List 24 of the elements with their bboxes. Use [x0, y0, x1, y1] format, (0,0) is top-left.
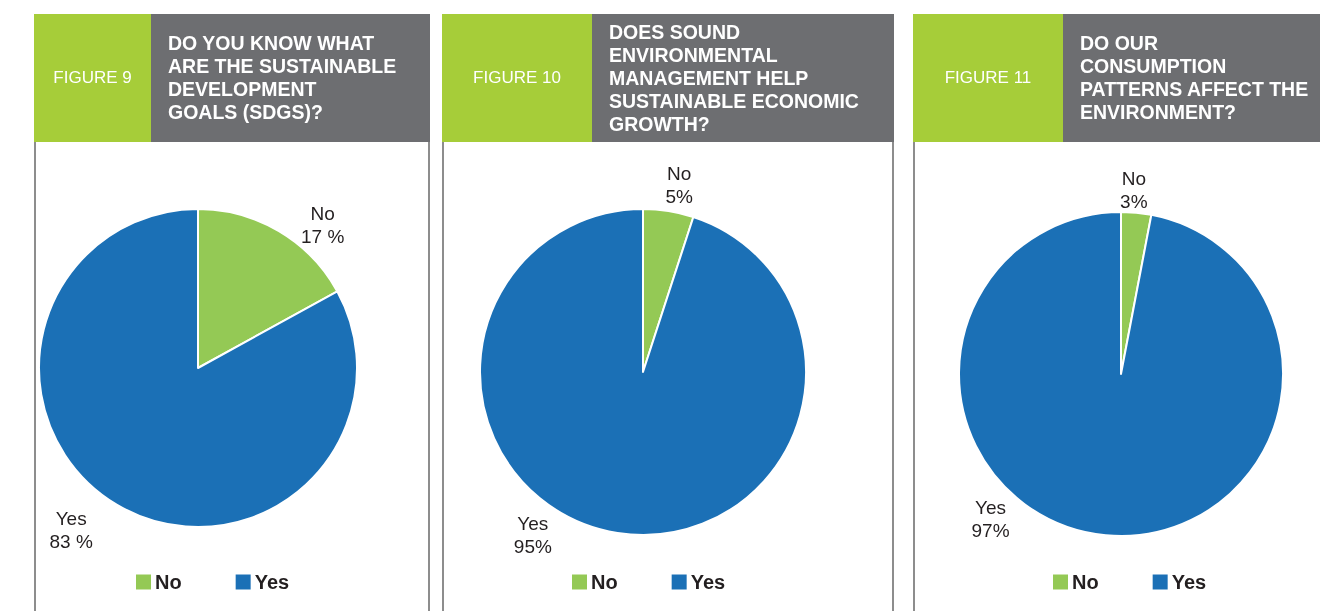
legend-label: No [155, 571, 182, 593]
slice-label: No [667, 163, 692, 185]
data-label: 3% [1120, 191, 1148, 213]
data-label: 17 % [300, 225, 345, 247]
chart-subtitle: FIGURE 9 [34, 14, 151, 142]
data-label: 95% [513, 536, 552, 558]
chart-title: DOES SOUND ENVIRONMENTAL MANAGEMENT HELP SUSTAINABLE ECONOMIC GROWTH? [609, 20, 859, 136]
slice-label: No [1121, 168, 1146, 190]
slice-label: Yes [975, 496, 1007, 518]
slice-label: No [310, 202, 335, 224]
slice-label: Yes [55, 508, 87, 530]
legend-label: Yes [1171, 571, 1207, 593]
data-label: 83 % [49, 531, 93, 553]
slice-label: Yes [517, 513, 549, 535]
chart-subtitle: FIGURE 10 [442, 14, 592, 142]
legend-label: No [1072, 571, 1099, 593]
legend-label: Yes [690, 571, 726, 593]
data-label: 5% [665, 186, 694, 208]
data-label: 97% [971, 519, 1010, 541]
chart-subtitle: FIGURE 11 [913, 14, 1063, 142]
legend-label: Yes [254, 571, 290, 593]
chart-title: DO OUR CONSUMPTION PATTERNS AFFECT THE ENVIRONMENT? [1080, 32, 1309, 124]
legend-label: No [591, 571, 618, 593]
chart-title: DO YOU KNOW WHAT ARE THE SUSTAINABLE DEVELOPMENT GOALS (SDGS)? [168, 32, 397, 124]
